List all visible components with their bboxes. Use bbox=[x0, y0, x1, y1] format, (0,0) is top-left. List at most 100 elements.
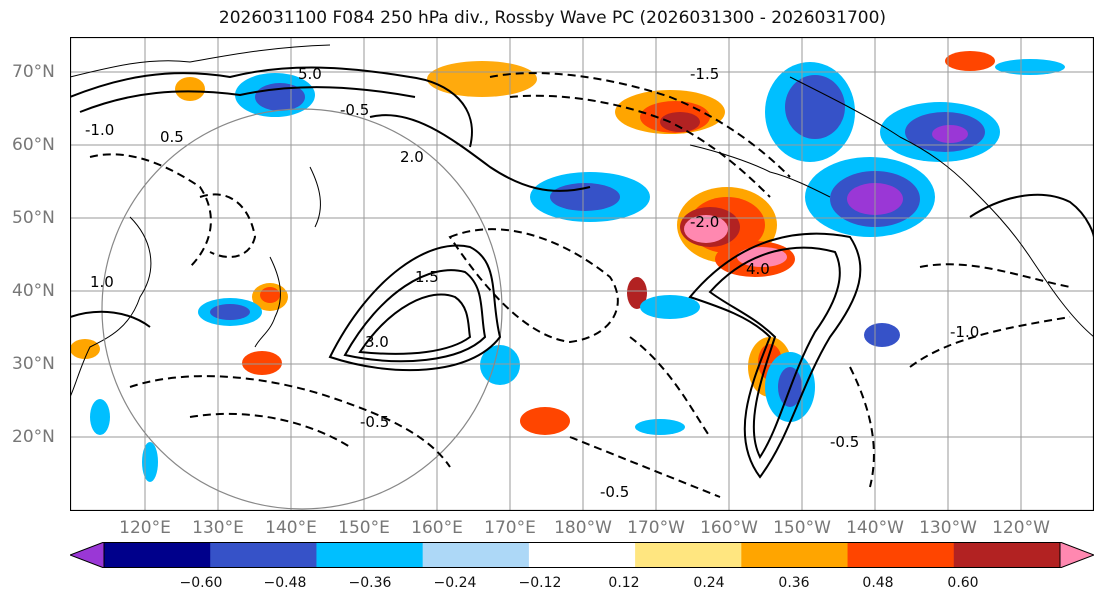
contour-label: 5.0 bbox=[298, 65, 322, 83]
contour-negative bbox=[509, 94, 771, 198]
colorbar-tick: 0.12 bbox=[608, 575, 640, 591]
contour-negative bbox=[129, 375, 451, 468]
lat-label-30n: 30°N bbox=[12, 354, 55, 374]
lon-label-140e: 140°E bbox=[265, 518, 317, 538]
contour-negative bbox=[849, 366, 875, 488]
lon-label-180w: 180°W bbox=[554, 518, 612, 538]
blob-warm bbox=[684, 215, 728, 243]
contour-label: 0.5 bbox=[160, 128, 184, 146]
lat-label-70n: 70°N bbox=[12, 62, 55, 82]
colorbar-tick: 0.36 bbox=[778, 575, 810, 591]
contour-positive bbox=[969, 193, 1094, 238]
contour-positive bbox=[70, 310, 151, 328]
contour-negative bbox=[189, 412, 351, 448]
contour-label: -0.5 bbox=[360, 413, 389, 431]
lat-label-50n: 50°N bbox=[12, 208, 55, 228]
blob-cool bbox=[995, 59, 1065, 75]
coastline-north-america bbox=[789, 76, 1094, 338]
map-border bbox=[70, 37, 1094, 511]
blob-cool bbox=[785, 75, 845, 139]
contour-negative bbox=[629, 336, 711, 438]
colorbar-extend-max bbox=[1059, 542, 1094, 568]
colorbar-segment bbox=[528, 542, 636, 568]
contour-positive bbox=[358, 293, 472, 355]
contour-label: -1.0 bbox=[85, 121, 114, 139]
colorbar-tick: 0.24 bbox=[693, 575, 725, 591]
lon-label-130e: 130°E bbox=[192, 518, 244, 538]
lon-label-170w: 170°W bbox=[627, 518, 685, 538]
blob-warm bbox=[260, 287, 280, 303]
blob-warm bbox=[627, 277, 647, 309]
lon-label-130w: 130°W bbox=[919, 518, 977, 538]
lon-label-150w: 150°W bbox=[773, 518, 831, 538]
colorbar-segment bbox=[210, 542, 317, 568]
lon-label-120w: 120°W bbox=[992, 518, 1050, 538]
colorbar-extend-min bbox=[70, 542, 105, 568]
negative-shading bbox=[90, 59, 1065, 482]
contour-labels: 0.5 1.0 1.5 2.0 3.0 4.0 5.0 -0.5 -1.0 -1… bbox=[85, 65, 979, 501]
contour-positive bbox=[708, 246, 841, 459]
colorbar-segment bbox=[316, 542, 424, 568]
contour-positive bbox=[70, 66, 473, 148]
lon-label-120e: 120°E bbox=[119, 518, 171, 538]
colorbar-segment bbox=[635, 542, 742, 568]
contour-negative bbox=[448, 228, 619, 344]
negative-contours bbox=[89, 72, 1071, 498]
coastline-siberia bbox=[70, 44, 331, 78]
contour-label: -1.0 bbox=[950, 323, 979, 341]
colorbar-segment bbox=[741, 542, 849, 568]
blob-cool bbox=[142, 442, 158, 482]
colorbar-tick: −0.24 bbox=[433, 575, 477, 591]
colorbar-tick: 0.60 bbox=[947, 575, 979, 591]
colorbar bbox=[70, 542, 1094, 568]
blob-warm bbox=[520, 407, 570, 435]
contour-label: 3.0 bbox=[365, 333, 389, 351]
contour-negative bbox=[489, 72, 791, 178]
colorbar-tick: −0.36 bbox=[348, 575, 392, 591]
colorbar-border bbox=[103, 542, 1061, 568]
lon-label-160e: 160°E bbox=[411, 518, 463, 538]
contour-negative bbox=[919, 263, 1071, 288]
lat-label-60n: 60°N bbox=[12, 135, 55, 155]
colorbar-tick: 0.48 bbox=[862, 575, 894, 591]
lon-label-150e: 150°E bbox=[338, 518, 390, 538]
contour-negative bbox=[909, 316, 1071, 368]
contour-positive bbox=[369, 114, 591, 192]
contour-label: -1.5 bbox=[690, 65, 719, 83]
blob-cool bbox=[210, 304, 250, 320]
contour-label: -0.5 bbox=[600, 483, 629, 501]
contour-negative bbox=[199, 193, 257, 258]
contour-positive bbox=[328, 244, 502, 372]
blob-cool bbox=[90, 399, 110, 435]
coastline-asia bbox=[70, 216, 152, 398]
lon-label-140w: 140°W bbox=[846, 518, 904, 538]
coastline-aleutians bbox=[689, 144, 831, 198]
contour-positive bbox=[343, 269, 487, 363]
contour-label: 1.0 bbox=[90, 273, 114, 291]
lon-label-160w: 160°W bbox=[700, 518, 758, 538]
contour-positive bbox=[688, 232, 862, 479]
contour-label: -0.5 bbox=[340, 101, 369, 119]
colorbar-segment bbox=[104, 542, 211, 568]
contour-label: -0.5 bbox=[830, 433, 859, 451]
blob-cool bbox=[932, 125, 968, 143]
contour-positive bbox=[79, 86, 416, 113]
coastline-japan bbox=[254, 256, 281, 348]
graticule bbox=[70, 37, 1094, 511]
blob-warm bbox=[175, 77, 205, 101]
blob-warm bbox=[242, 351, 282, 375]
map-canvas: 0.5 1.0 1.5 2.0 3.0 4.0 5.0 -0.5 -1.0 -1… bbox=[70, 37, 1094, 511]
coastline-sakhalin bbox=[309, 166, 321, 228]
blob-cool bbox=[640, 295, 700, 319]
blob-warm bbox=[70, 339, 100, 359]
chart-title: 2026031100 F084 250 hPa div., Rossby Wav… bbox=[218, 8, 887, 28]
colorbar-segment bbox=[422, 542, 530, 568]
rossby-wave-circle bbox=[101, 108, 503, 510]
blob-warm bbox=[945, 51, 995, 71]
positive-contours bbox=[70, 66, 1094, 479]
lat-label-40n: 40°N bbox=[12, 281, 55, 301]
colorbar-segments bbox=[70, 542, 1094, 568]
blob-cool bbox=[635, 419, 685, 435]
contour-label: 4.0 bbox=[746, 260, 770, 278]
blob-cool bbox=[864, 323, 900, 347]
